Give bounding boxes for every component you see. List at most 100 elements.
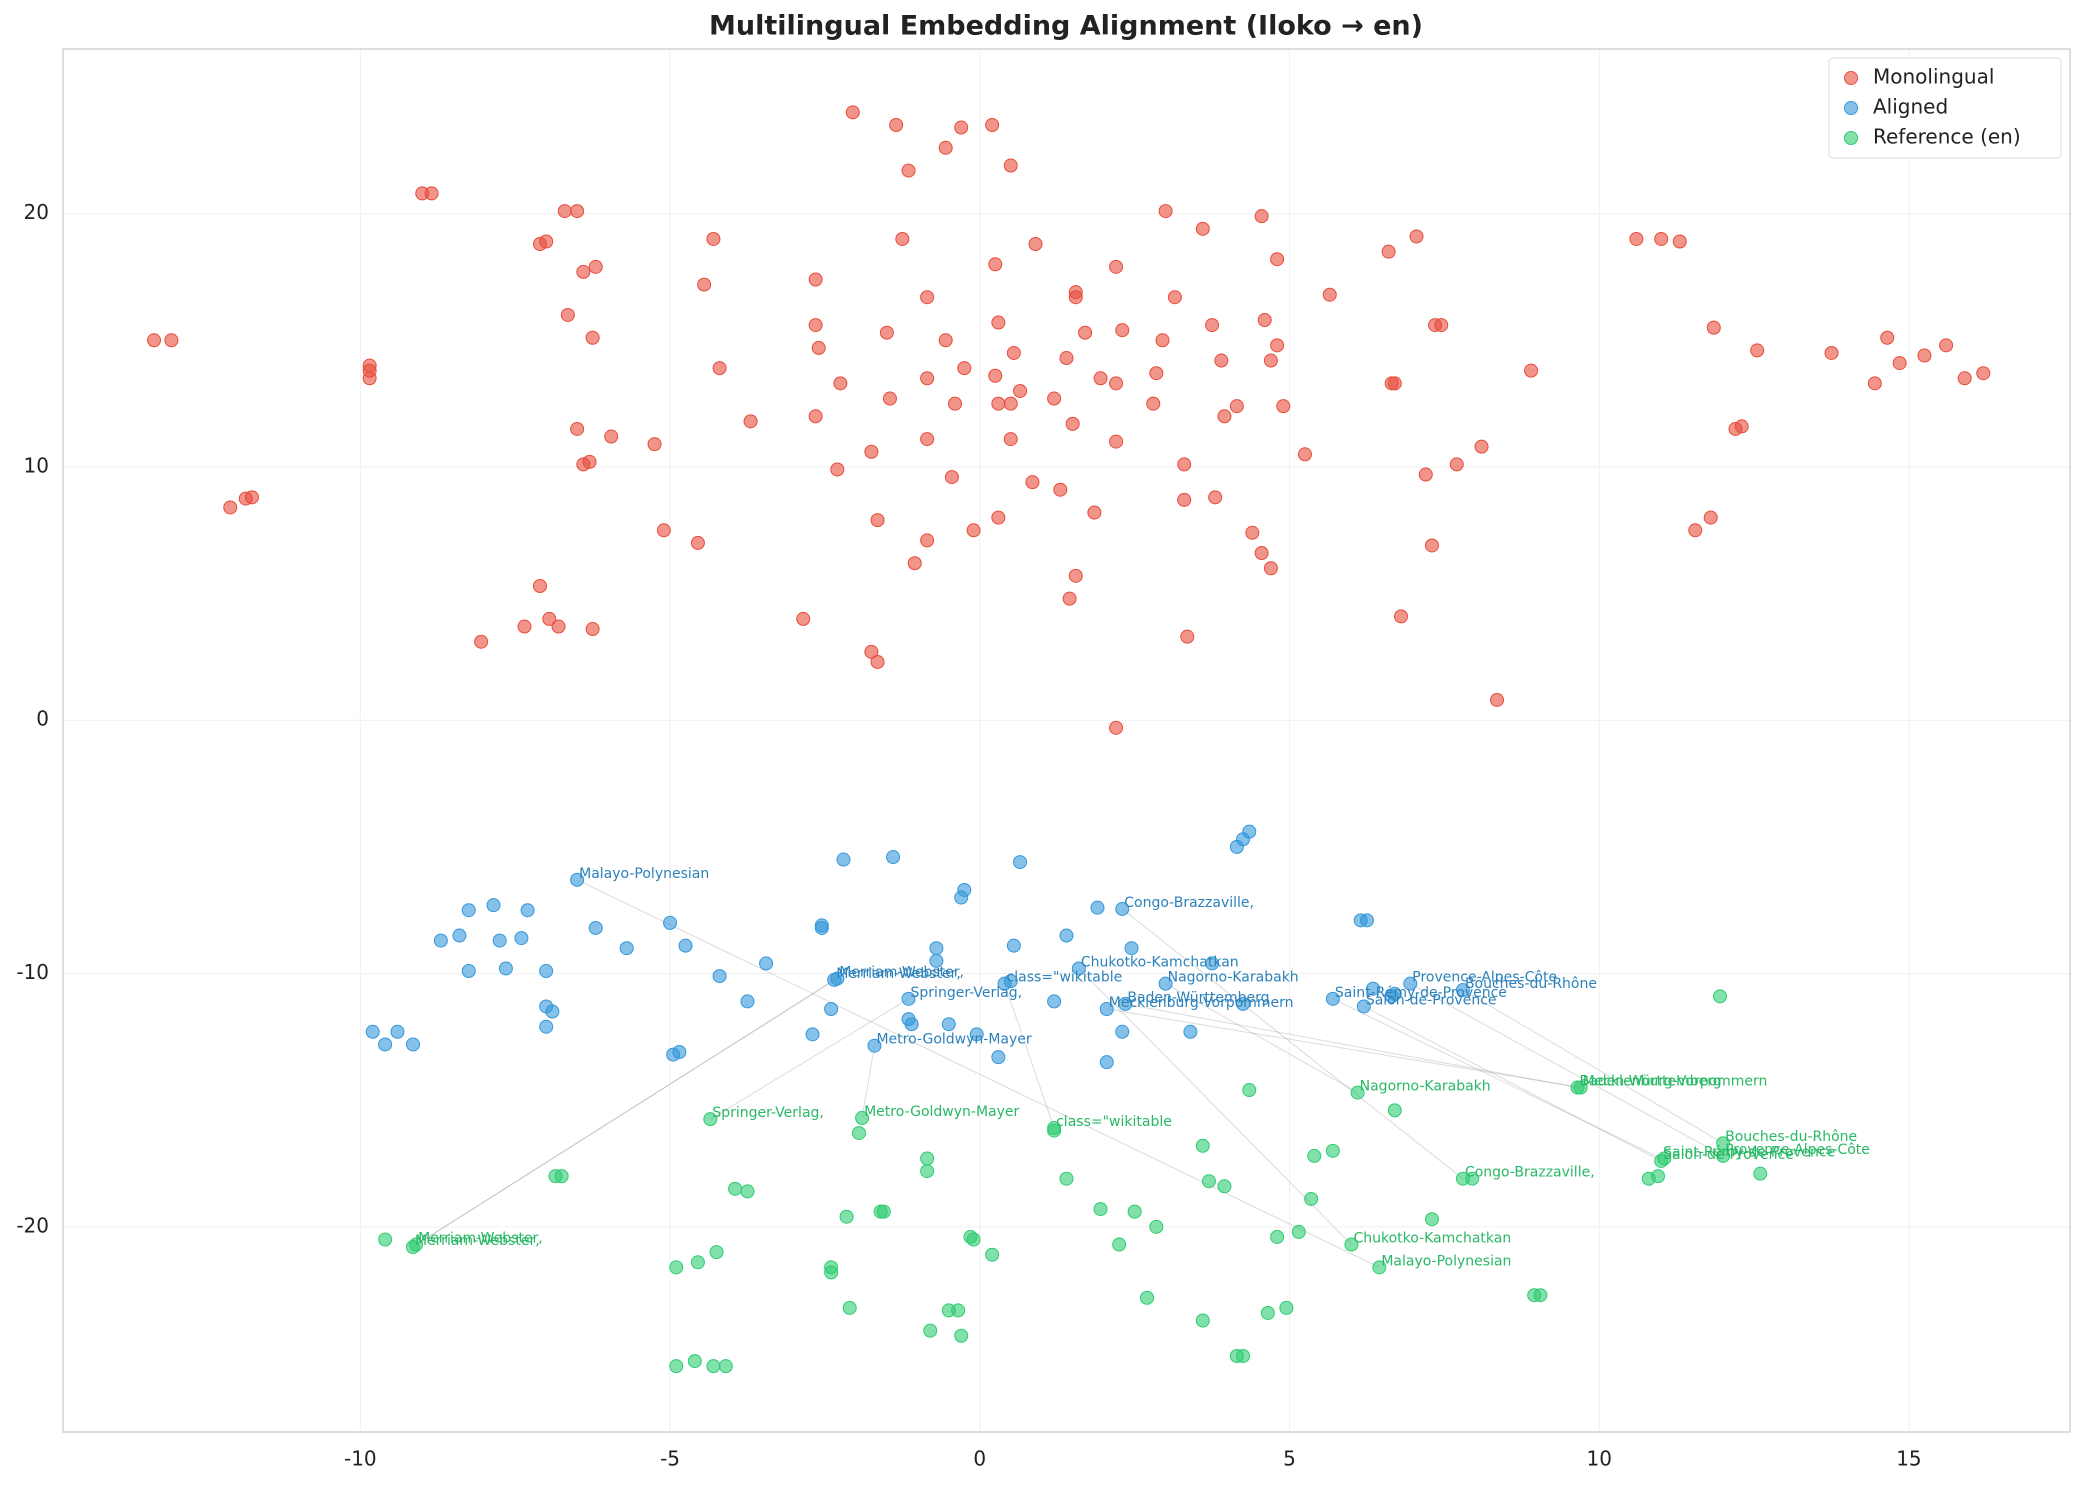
point <box>1003 158 1018 173</box>
point <box>1059 928 1074 943</box>
alignment-line <box>1332 998 1662 1159</box>
point <box>390 1024 405 1039</box>
reference-label: Springer-Verlag, <box>712 1105 824 1121</box>
point <box>1381 244 1396 259</box>
point <box>1158 976 1173 991</box>
point <box>718 1359 733 1374</box>
point <box>920 432 935 447</box>
point <box>678 938 693 953</box>
point <box>1434 318 1449 333</box>
point <box>1078 325 1093 340</box>
point <box>1424 538 1439 553</box>
point <box>923 1323 938 1338</box>
point <box>951 1303 966 1318</box>
point <box>672 1045 687 1060</box>
alignment-line <box>1165 983 1358 1094</box>
point <box>1325 991 1340 1006</box>
y-tick-label: 20 <box>24 200 49 224</box>
point <box>1087 505 1102 520</box>
reference-label: class="wikitable <box>1056 1114 1172 1130</box>
point <box>1177 492 1192 507</box>
aligned-label: Malayo-Polynesian <box>579 866 709 882</box>
point <box>867 1038 882 1053</box>
point <box>1059 1171 1074 1186</box>
point <box>740 1184 755 1199</box>
point <box>1533 1288 1548 1303</box>
point <box>1109 434 1124 449</box>
point <box>966 1232 981 1247</box>
point <box>1003 432 1018 447</box>
point <box>966 523 981 538</box>
point <box>539 234 554 249</box>
point <box>1149 1219 1164 1234</box>
point <box>570 872 585 887</box>
reference-label: Provence-Alpes-Côte <box>1725 1142 1870 1158</box>
point <box>1229 399 1244 414</box>
point <box>619 941 634 956</box>
point <box>1195 1138 1210 1153</box>
reference-label: Bouches-du-Rhône <box>1725 1129 1857 1145</box>
point <box>1356 999 1371 1014</box>
point <box>461 903 476 918</box>
point <box>1013 855 1028 870</box>
aligned-label: class="wikitable <box>1007 970 1123 986</box>
point <box>1217 1179 1232 1194</box>
point <box>901 991 916 1006</box>
point <box>1706 320 1721 335</box>
point <box>1236 1349 1251 1364</box>
alignment-line <box>412 979 835 1248</box>
point <box>1115 901 1130 916</box>
point <box>991 510 1006 525</box>
point <box>929 941 944 956</box>
point <box>901 163 916 178</box>
point <box>1205 956 1220 971</box>
point <box>1195 221 1210 236</box>
point <box>669 1260 684 1275</box>
point <box>1242 824 1257 839</box>
point <box>1322 287 1337 302</box>
point <box>1047 1123 1062 1138</box>
point <box>842 1300 857 1315</box>
point <box>1155 333 1170 348</box>
x-tick-label: -5 <box>660 1447 680 1471</box>
point <box>1753 1166 1768 1181</box>
point <box>895 231 910 246</box>
point <box>1976 366 1991 381</box>
reference-label: Salon-de-Provence <box>1663 1147 1794 1163</box>
point <box>1524 363 1539 378</box>
alignment-line <box>1106 1008 1581 1089</box>
point <box>1112 1237 1127 1252</box>
y-tick-label: -10 <box>16 960 49 984</box>
alignment-line <box>1004 983 1055 1129</box>
point <box>870 654 885 669</box>
point <box>920 533 935 548</box>
point <box>576 264 591 279</box>
point <box>1257 313 1272 328</box>
reference-label: Malayo-Polynesian <box>1381 1253 1511 1269</box>
point <box>1201 1174 1216 1189</box>
point <box>1047 994 1062 1009</box>
point <box>988 368 1003 383</box>
point <box>870 513 885 528</box>
point <box>1350 1085 1365 1100</box>
point <box>244 490 259 505</box>
x-tick-label: -10 <box>344 1447 377 1471</box>
point <box>1071 961 1086 976</box>
point <box>557 204 572 219</box>
point <box>1957 371 1972 386</box>
point <box>409 1237 424 1252</box>
point <box>1270 252 1285 267</box>
point <box>669 1359 684 1374</box>
point <box>1208 490 1223 505</box>
point <box>808 318 823 333</box>
point <box>1304 1191 1319 1206</box>
point <box>1270 338 1285 353</box>
point <box>1109 259 1124 274</box>
point <box>570 421 585 436</box>
aligned-label: Nagorno-Karabakh <box>1168 970 1299 986</box>
point <box>1867 376 1882 391</box>
point <box>1003 396 1018 411</box>
point <box>585 622 600 637</box>
point <box>882 391 897 406</box>
